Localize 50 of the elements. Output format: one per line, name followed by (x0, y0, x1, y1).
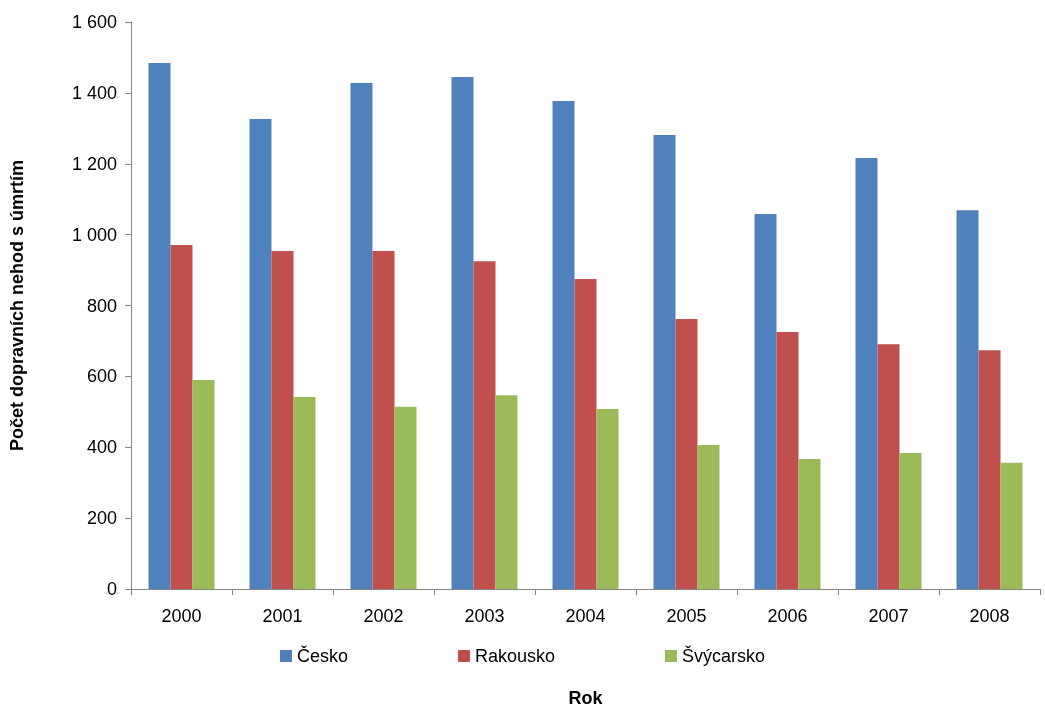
x-tick-label: 2002 (363, 606, 404, 626)
x-tick-label: 2007 (868, 606, 909, 626)
y-tick-label: 800 (86, 295, 117, 316)
bar (596, 408, 619, 589)
y-axis-title: Počet dopravních nehod s úmrtím (7, 159, 27, 452)
bar (675, 318, 698, 589)
bar (776, 332, 799, 589)
y-tick-label: 1 000 (71, 224, 117, 245)
bar (293, 396, 316, 589)
bar (653, 135, 676, 589)
y-tick-label: 0 (106, 579, 117, 599)
bar (473, 261, 496, 589)
bar (271, 250, 294, 589)
bar (192, 379, 215, 589)
bar (552, 101, 575, 589)
y-tick-label: 200 (86, 508, 117, 529)
legend-label: Švýcarsko (682, 645, 766, 666)
bar (754, 214, 777, 589)
x-tick-label: 2004 (565, 606, 606, 626)
bar (574, 278, 597, 589)
y-tick-label: 400 (86, 437, 117, 458)
bar (877, 344, 900, 589)
bar (394, 406, 417, 589)
bar (899, 452, 922, 589)
bar (855, 158, 878, 589)
bar (170, 244, 193, 589)
x-tick-label: 2008 (969, 606, 1010, 626)
x-tick-label: 2005 (666, 606, 707, 626)
bar (495, 395, 518, 589)
bar (798, 458, 821, 589)
bar (697, 445, 720, 589)
x-tick-label: 2006 (767, 606, 808, 626)
y-tick-label: 1 200 (71, 153, 117, 174)
bar (956, 210, 979, 589)
x-tick-label: 2003 (464, 606, 505, 626)
bar (249, 119, 272, 589)
y-tick-label: 600 (86, 366, 117, 387)
y-tick-label: 1 400 (71, 82, 117, 103)
bar (451, 76, 474, 589)
x-tick-label: 2000 (161, 606, 202, 626)
legend-label: Česko (296, 645, 348, 666)
y-tick-label: 1 600 (71, 12, 117, 32)
bar (350, 82, 373, 589)
x-axis-title: Rok (568, 688, 604, 708)
bar (978, 350, 1001, 589)
bar (372, 250, 395, 589)
legend-label: Rakousko (474, 646, 556, 666)
bar (148, 63, 171, 589)
bar (1000, 462, 1023, 589)
x-tick-label: 2001 (262, 606, 303, 626)
